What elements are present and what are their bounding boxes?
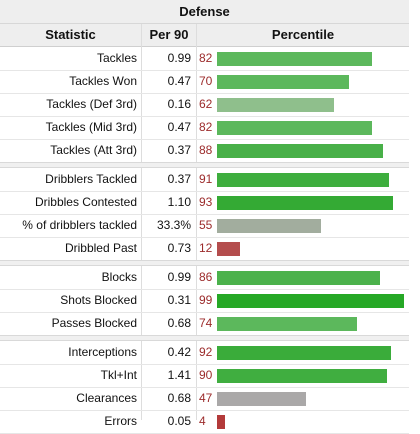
percentile-value: 93	[199, 195, 213, 209]
percentile-value: 88	[199, 143, 213, 157]
percentile-value: 82	[199, 120, 213, 134]
stat-label: Blocks	[101, 270, 137, 284]
column-divider	[141, 24, 142, 420]
stat-label: Clearances	[76, 391, 137, 405]
percentile-value: 55	[199, 218, 213, 232]
percentile-value: 70	[199, 74, 213, 88]
header-percentile[interactable]: Percentile	[271, 27, 335, 42]
percentile-value: 92	[199, 345, 213, 359]
table-row: % of dribblers tackled 33.3% 55	[0, 214, 409, 238]
per-90-value: 33.3%	[156, 218, 191, 232]
percentile-bar	[217, 415, 225, 429]
per-90-value: 0.68	[167, 391, 191, 405]
stat-label: Shots Blocked	[60, 293, 137, 307]
percentile-value: 86	[199, 270, 213, 284]
percentile-bar	[217, 242, 240, 256]
percentile-value: 12	[199, 241, 213, 255]
header-statistic[interactable]: Statistic	[45, 27, 96, 42]
table-row: Blocks 0.99 86	[0, 266, 409, 290]
percentile-bar	[217, 75, 349, 89]
percentile-bar	[217, 196, 393, 210]
percentile-value: 4	[199, 414, 206, 428]
percentile-bar	[217, 52, 372, 66]
percentile-bar	[217, 294, 404, 308]
percentile-value: 90	[199, 368, 213, 382]
table-row: Shots Blocked 0.31 99	[0, 289, 409, 313]
percentile-bar	[217, 98, 334, 112]
percentile-bar	[217, 173, 389, 187]
table-row: Passes Blocked 0.68 74	[0, 312, 409, 336]
percentile-bar	[217, 219, 321, 233]
percentile-value: 47	[199, 391, 213, 405]
percentile-bar	[217, 369, 387, 383]
percentile-value: 62	[199, 97, 213, 111]
stat-label: Interceptions	[68, 345, 137, 359]
per-90-value: 0.16	[167, 97, 191, 111]
percentile-value: 91	[199, 172, 213, 186]
table-row: Tackles 0.99 82	[0, 47, 409, 71]
table-caption: Defense	[0, 0, 409, 24]
per-90-value: 0.99	[167, 270, 191, 284]
percentile-value: 99	[199, 293, 213, 307]
percentile-bar	[217, 144, 383, 158]
stat-label: Dribbled Past	[64, 241, 137, 255]
stat-label: Tackles (Def 3rd)	[46, 97, 137, 111]
table-row: Tackles (Att 3rd) 0.37 88	[0, 139, 409, 163]
per-90-value: 0.31	[167, 293, 191, 307]
group-separator	[0, 335, 409, 341]
percentile-value: 82	[199, 51, 213, 65]
per-90-value: 0.37	[167, 143, 191, 157]
percentile-bar	[217, 346, 391, 360]
per-90-value: 0.47	[167, 74, 191, 88]
stat-label: Errors	[104, 414, 137, 428]
table-row: Clearances 0.68 47	[0, 387, 409, 411]
stat-label: Dribbles Contested	[34, 195, 137, 209]
per-90-value: 0.73	[167, 241, 191, 255]
table-row: Dribblers Tackled 0.37 91	[0, 168, 409, 192]
stat-label: Tackles (Mid 3rd)	[45, 120, 137, 134]
stat-label: Tkl+Int	[100, 368, 137, 382]
stat-label: Tackles	[96, 51, 137, 65]
table-row: Errors 0.05 4	[0, 410, 409, 434]
table-header-row: Statistic Per 90 Percentile	[0, 24, 409, 47]
table-row: Dribbled Past 0.73 12	[0, 237, 409, 261]
table-row: Dribbles Contested 1.10 93	[0, 191, 409, 215]
per-90-value: 0.68	[167, 316, 191, 330]
group-separator	[0, 260, 409, 266]
table-row: Tackles Won 0.47 70	[0, 70, 409, 94]
defense-stats-table: Defense Statistic Per 90 Percentile Tack…	[0, 0, 409, 434]
stat-label: Tackles Won	[69, 74, 137, 88]
table-row: Interceptions 0.42 92	[0, 341, 409, 365]
per-90-value: 0.42	[167, 345, 191, 359]
table-row: Tackles (Def 3rd) 0.16 62	[0, 93, 409, 117]
percentile-bar	[217, 121, 372, 135]
per-90-value: 1.10	[167, 195, 191, 209]
per-90-value: 0.99	[167, 51, 191, 65]
per-90-value: 0.37	[167, 172, 191, 186]
table-row: Tackles (Mid 3rd) 0.47 82	[0, 116, 409, 140]
header-per-90[interactable]: Per 90	[149, 27, 189, 42]
group-separator	[0, 162, 409, 168]
stat-label: % of dribblers tackled	[22, 218, 137, 232]
table-row: Tkl+Int 1.41 90	[0, 364, 409, 388]
stat-label: Passes Blocked	[51, 316, 137, 330]
percentile-bar	[217, 392, 306, 406]
stat-label: Dribblers Tackled	[45, 172, 137, 186]
percentile-bar	[217, 317, 357, 331]
percentile-bar	[217, 271, 380, 285]
percentile-value: 74	[199, 316, 213, 330]
per-90-value: 0.05	[167, 414, 191, 428]
per-90-value: 1.41	[167, 368, 191, 382]
stat-label: Tackles (Att 3rd)	[50, 143, 137, 157]
column-divider	[196, 24, 197, 420]
per-90-value: 0.47	[167, 120, 191, 134]
